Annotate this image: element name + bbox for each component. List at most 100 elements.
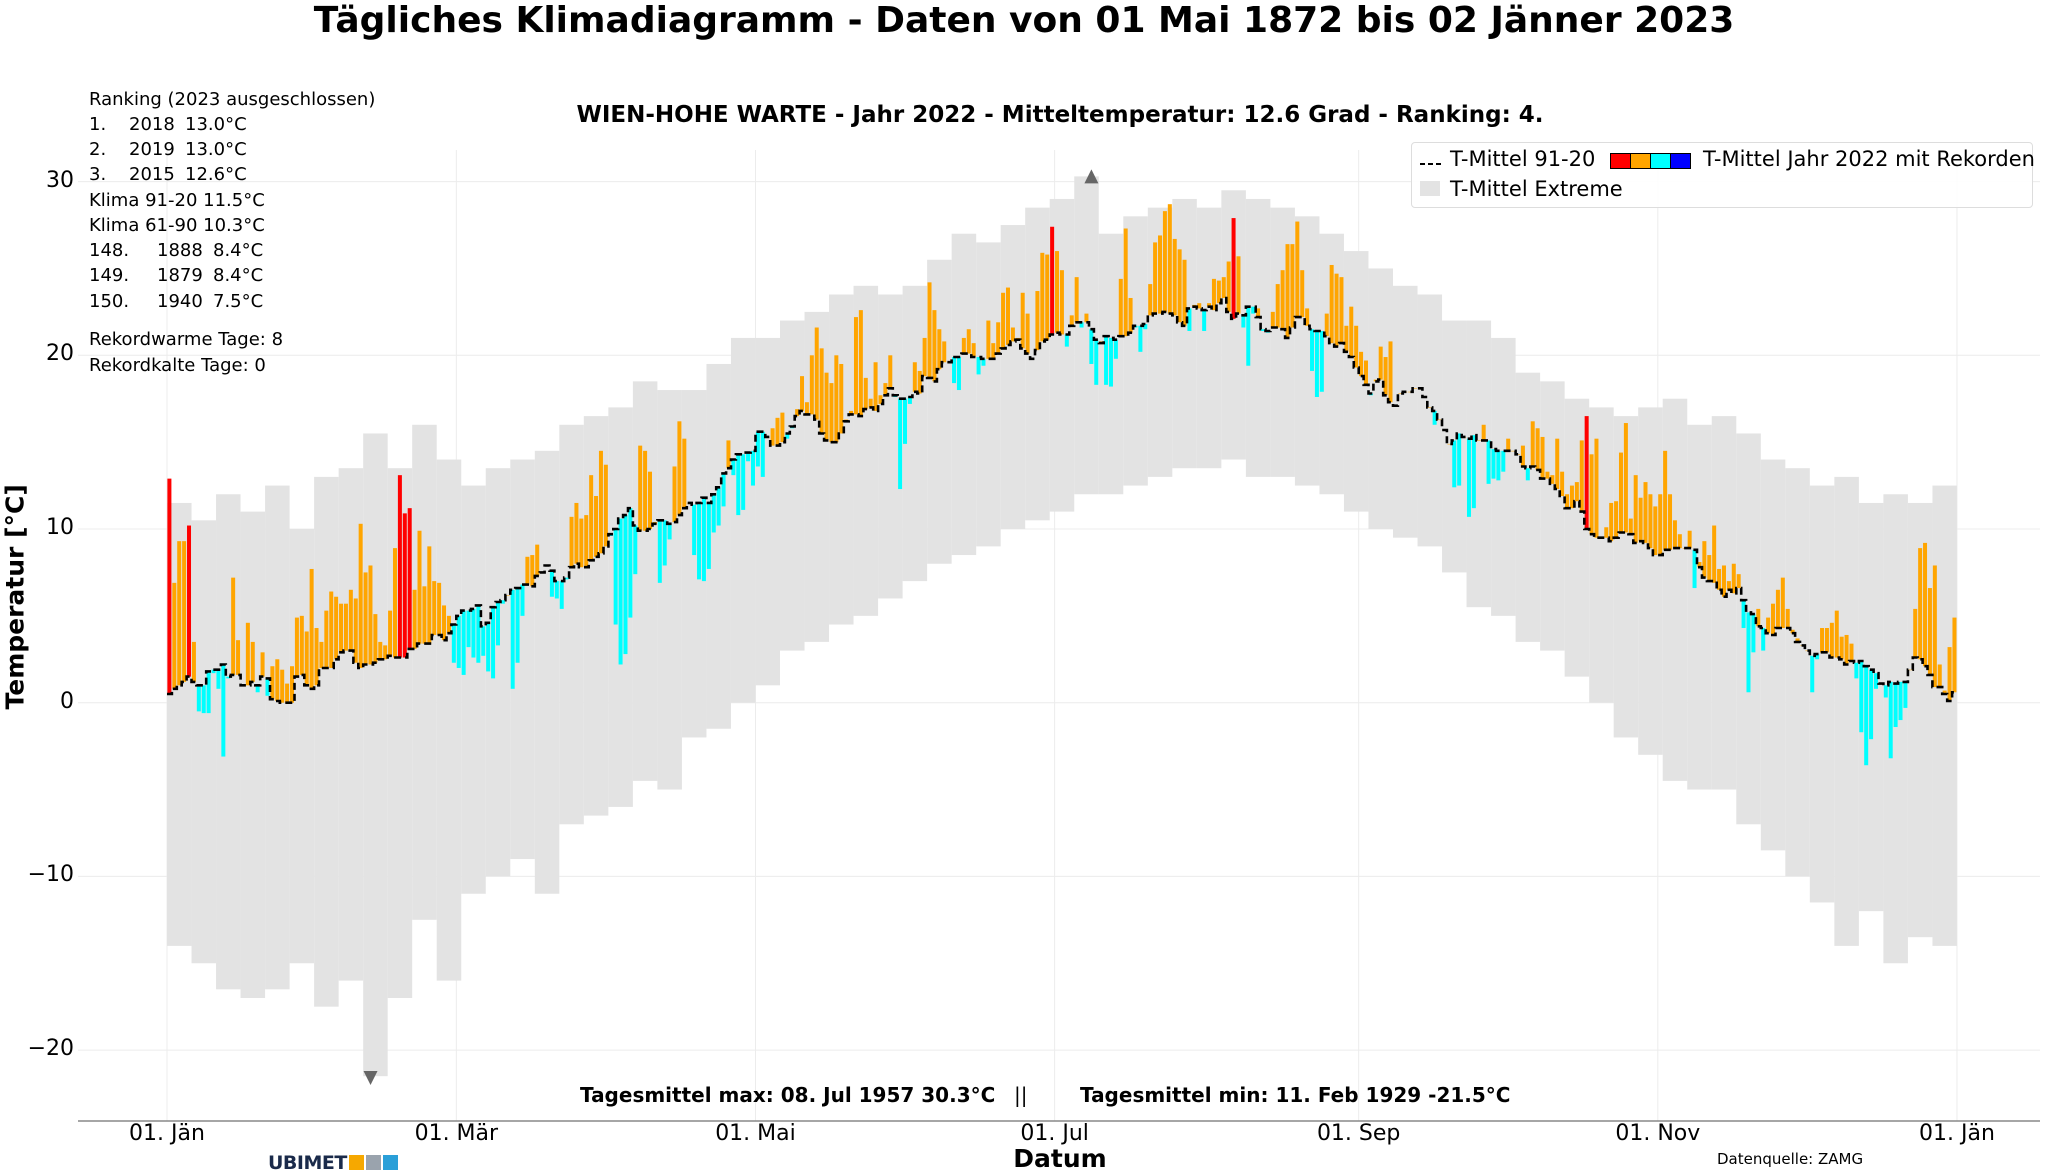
day-bar <box>829 383 834 443</box>
above-swatch <box>1630 154 1650 168</box>
day-bar <box>1854 662 1859 679</box>
day-bar <box>1756 608 1761 627</box>
extreme-range-bar <box>1000 225 1026 529</box>
year: 2019 <box>129 139 175 160</box>
day-bar <box>530 555 535 587</box>
day-bar <box>1172 238 1177 316</box>
day-bar <box>1525 468 1530 481</box>
day-bar <box>1471 435 1476 509</box>
day-bar <box>726 440 731 469</box>
day-bar <box>1775 589 1780 629</box>
extreme-range-bar <box>314 476 339 1007</box>
temp: 8.4°C <box>213 240 264 261</box>
day-bar <box>613 529 618 625</box>
day-bar <box>1226 261 1231 312</box>
day-bar <box>888 355 893 389</box>
day-bar <box>466 610 471 648</box>
day-bar <box>1829 622 1834 658</box>
day-bar <box>1579 440 1584 512</box>
day-bar <box>280 669 285 703</box>
day-bar <box>1820 628 1825 653</box>
day-bar <box>1074 277 1079 323</box>
day-bar <box>206 671 211 714</box>
day-bar <box>1182 259 1187 326</box>
day-bar <box>1903 681 1908 708</box>
max-marker-triangle <box>1084 169 1099 184</box>
day-bar <box>628 508 633 618</box>
day-bar <box>1741 600 1746 629</box>
day-bar <box>878 395 883 404</box>
temp: 13.0°C <box>185 114 247 135</box>
day-bar <box>966 329 971 354</box>
day-bar <box>525 556 530 585</box>
ranking-heading: Ranking (2023 ausgeschlossen) <box>89 89 376 110</box>
day-bar <box>971 343 976 358</box>
day-bar <box>1873 673 1878 689</box>
day-bar <box>1280 270 1285 330</box>
day-bar <box>270 666 275 700</box>
day-bar <box>1486 440 1491 484</box>
day-bar <box>1520 445 1525 467</box>
day-bar <box>853 317 858 415</box>
day-bar <box>937 329 942 370</box>
cloud-icon <box>365 1155 381 1170</box>
day-bar <box>1810 655 1815 693</box>
day-bar <box>1354 325 1359 368</box>
day-bar <box>1942 690 1947 695</box>
day-bar <box>755 431 760 467</box>
day-bar <box>618 518 623 665</box>
day-bar <box>1923 542 1928 667</box>
day-bar <box>1511 450 1516 452</box>
day-bar <box>903 398 908 444</box>
day-bar <box>285 683 290 703</box>
record-warm-swatch <box>1611 154 1630 168</box>
day-bar <box>437 582 442 635</box>
extreme-range-bar <box>1393 285 1418 538</box>
year: 1888 <box>157 240 203 261</box>
day-bar <box>1569 485 1574 509</box>
x-tick-label: 01. Jän <box>1919 1121 1995 1146</box>
day-bar <box>407 508 412 649</box>
day-bar <box>1197 303 1202 309</box>
day-bar <box>701 497 706 582</box>
day-bar <box>451 624 456 663</box>
day-bar <box>1310 329 1315 371</box>
extreme-range-bar <box>1417 294 1443 547</box>
day-bar <box>549 570 554 597</box>
ranking-row: 149. 1879 8.4°C <box>89 263 263 288</box>
rank: 1. <box>89 114 107 135</box>
day-bar <box>1094 339 1099 385</box>
extreme-range-bar <box>1834 476 1859 946</box>
day-bar <box>912 362 917 392</box>
day-bar <box>1932 565 1937 688</box>
day-bar <box>1565 494 1570 509</box>
legend-year-label: T-Mittel Jahr 2022 mit Rekorden <box>1703 147 2035 171</box>
day-bar <box>1918 548 1923 660</box>
day-bar <box>1888 681 1893 759</box>
extreme-range-bar <box>1711 416 1737 790</box>
day-bar <box>1246 306 1251 366</box>
day-bar <box>495 601 500 646</box>
day-bar <box>1898 681 1903 721</box>
day-bar <box>1731 563 1736 594</box>
day-bar <box>1241 315 1246 328</box>
chart-subtitle: WIEN-HOHE WARTE - Jahr 2022 - Mitteltemp… <box>576 102 1544 128</box>
day-bar <box>1035 291 1040 351</box>
year-2022-bars <box>167 204 1957 766</box>
day-bar <box>1295 221 1300 318</box>
stat-separator: || <box>1014 1083 1028 1107</box>
day-bar <box>216 669 221 689</box>
stat-max: Tagesmittel max: 08. Jul 1957 30.3°C <box>580 1083 996 1107</box>
day-bar <box>932 310 937 382</box>
day-bar <box>1824 628 1829 653</box>
extreme-range-bar <box>1515 372 1541 642</box>
day-bar <box>290 666 295 703</box>
legend-climate-label: T-Mittel 91-20 <box>1450 147 1596 171</box>
day-bar <box>1937 664 1942 688</box>
day-bar <box>1216 280 1221 304</box>
y-tick-label: 0 <box>60 688 74 714</box>
below-swatch <box>1650 154 1670 168</box>
day-bar <box>1717 568 1722 590</box>
day-bar <box>1653 506 1658 556</box>
day-bar <box>1045 254 1050 340</box>
